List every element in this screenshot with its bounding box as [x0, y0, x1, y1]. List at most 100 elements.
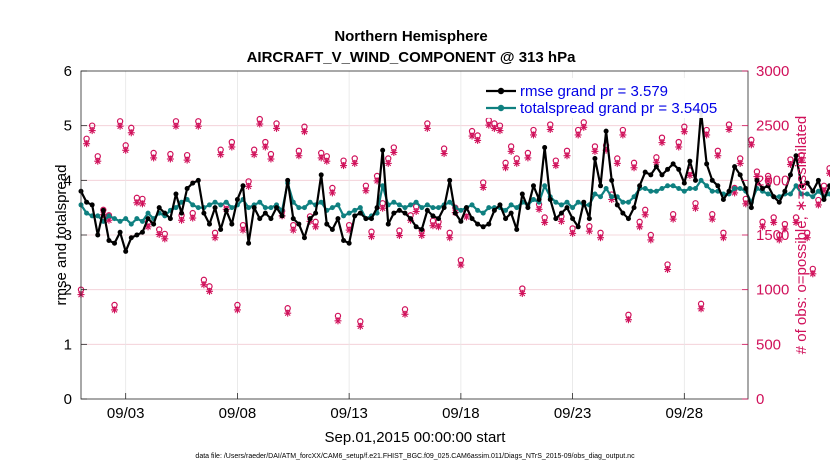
spread-point [787, 191, 793, 197]
obs-assimilated-marker [429, 222, 437, 230]
y-right-tick-label: 1000 [756, 282, 789, 299]
obs-assimilated-marker [435, 223, 443, 231]
obs-assimilated-marker [664, 265, 672, 273]
obs-assimilated-marker [513, 159, 521, 167]
rmse-point [95, 232, 101, 238]
obs-assimilated-marker [770, 218, 778, 226]
rmse-point [821, 196, 827, 202]
obs-assimilated-marker [747, 141, 755, 149]
rmse-point [268, 216, 274, 222]
y-tick-label: 5 [64, 118, 72, 135]
obs-assimilated-marker [194, 122, 202, 130]
rmse-point [195, 177, 201, 183]
obs-assimilated-marker [619, 131, 627, 139]
obs-assimilated-marker [166, 155, 174, 163]
x-tick-label: 09/23 [554, 405, 592, 422]
rmse-point [84, 199, 90, 205]
obs-assimilated-marker [485, 121, 493, 129]
rmse-point [290, 216, 296, 222]
rmse-point [408, 216, 414, 222]
rmse-point [659, 172, 665, 178]
rmse-point [285, 177, 291, 183]
rmse-point [497, 202, 503, 208]
rmse-point [173, 191, 179, 197]
obs-assimilated-marker [479, 183, 487, 191]
spread-point [503, 207, 509, 213]
obs-assimilated-marker [636, 223, 644, 231]
obs-assimilated-marker [384, 159, 392, 167]
obs-assimilated-marker [161, 235, 169, 243]
footnote-datafile: data file: /Users/raeder/DAI/ATM_forcXX/… [195, 453, 635, 460]
obs-assimilated-marker [172, 122, 180, 130]
rmse-point [363, 216, 369, 222]
spread-point [603, 186, 609, 192]
spread-point [793, 183, 799, 189]
spread-point [424, 202, 430, 208]
obs-assimilated-marker [496, 127, 504, 135]
spread-point [542, 183, 548, 189]
obs-assimilated-marker [200, 281, 208, 289]
x-tick-label: 09/08 [219, 405, 257, 422]
spread-point [558, 202, 564, 208]
rmse-point [218, 227, 224, 233]
obs-assimilated-marker [798, 156, 806, 164]
rmse-point [413, 224, 419, 230]
y-axis-label: rmse and totalspread [53, 165, 70, 306]
rmse-point [609, 177, 615, 183]
rmse-point [463, 205, 469, 211]
obs-assimilated-marker [328, 189, 336, 197]
obs-assimilated-marker [284, 309, 292, 317]
rmse-point [368, 216, 374, 222]
rmse-point [760, 186, 766, 192]
spread-point [732, 186, 738, 192]
legend-spread-label: totalspread grand pr = 3.5405 [520, 100, 717, 117]
rmse-point [424, 207, 430, 213]
obs-assimilated-marker [362, 187, 370, 195]
obs-assimilated-marker [686, 171, 694, 179]
spread-point [257, 199, 263, 205]
obs-assimilated-marker [658, 139, 666, 147]
x-tick-label: 09/18 [442, 405, 480, 422]
spread-point [430, 205, 436, 211]
spread-point [810, 194, 816, 200]
obs-assimilated-marker [597, 234, 605, 242]
spread-point [195, 205, 201, 211]
rmse-point [357, 210, 363, 216]
rmse-point [475, 221, 481, 227]
obs-assimilated-marker [764, 177, 772, 185]
rmse-point [776, 199, 782, 205]
spread-point [530, 196, 536, 202]
obs-assimilated-marker [289, 226, 297, 234]
rmse-point [570, 216, 576, 222]
obs-assimilated-marker [669, 215, 677, 223]
spread-point [436, 205, 442, 211]
rmse-point [396, 207, 402, 213]
rmse-point [257, 216, 263, 222]
obs-assimilated-marker [250, 151, 258, 159]
rmse-point [508, 210, 514, 216]
rmse-point [642, 169, 648, 175]
rmse-point [715, 183, 721, 189]
spread-point [396, 202, 402, 208]
chart-subtitle: AIRCRAFT_V_WIND_COMPONENT @ 313 hPa [247, 49, 577, 66]
spread-point [212, 199, 218, 205]
spread-point [301, 205, 307, 211]
legend-rmse-label: rmse grand pr = 3.579 [520, 83, 668, 100]
rmse-point [380, 147, 386, 153]
obs-assimilated-marker [127, 129, 135, 137]
obs-assimilated-marker [228, 143, 236, 151]
rmse-point [274, 205, 280, 211]
rmse-point [653, 164, 659, 170]
spread-point [218, 202, 224, 208]
obs-assimilated-marker [267, 155, 275, 163]
rmse-point [123, 248, 129, 254]
rmse-point [458, 218, 464, 224]
spread-point [84, 210, 90, 216]
y-right-tick-label: 2500 [756, 118, 789, 135]
spread-point [190, 202, 196, 208]
rmse-point [229, 221, 235, 227]
spread-point [704, 183, 710, 189]
obs-assimilated-marker [138, 200, 146, 208]
spread-point [123, 216, 129, 222]
y-right-tick-label: 2000 [756, 172, 789, 189]
